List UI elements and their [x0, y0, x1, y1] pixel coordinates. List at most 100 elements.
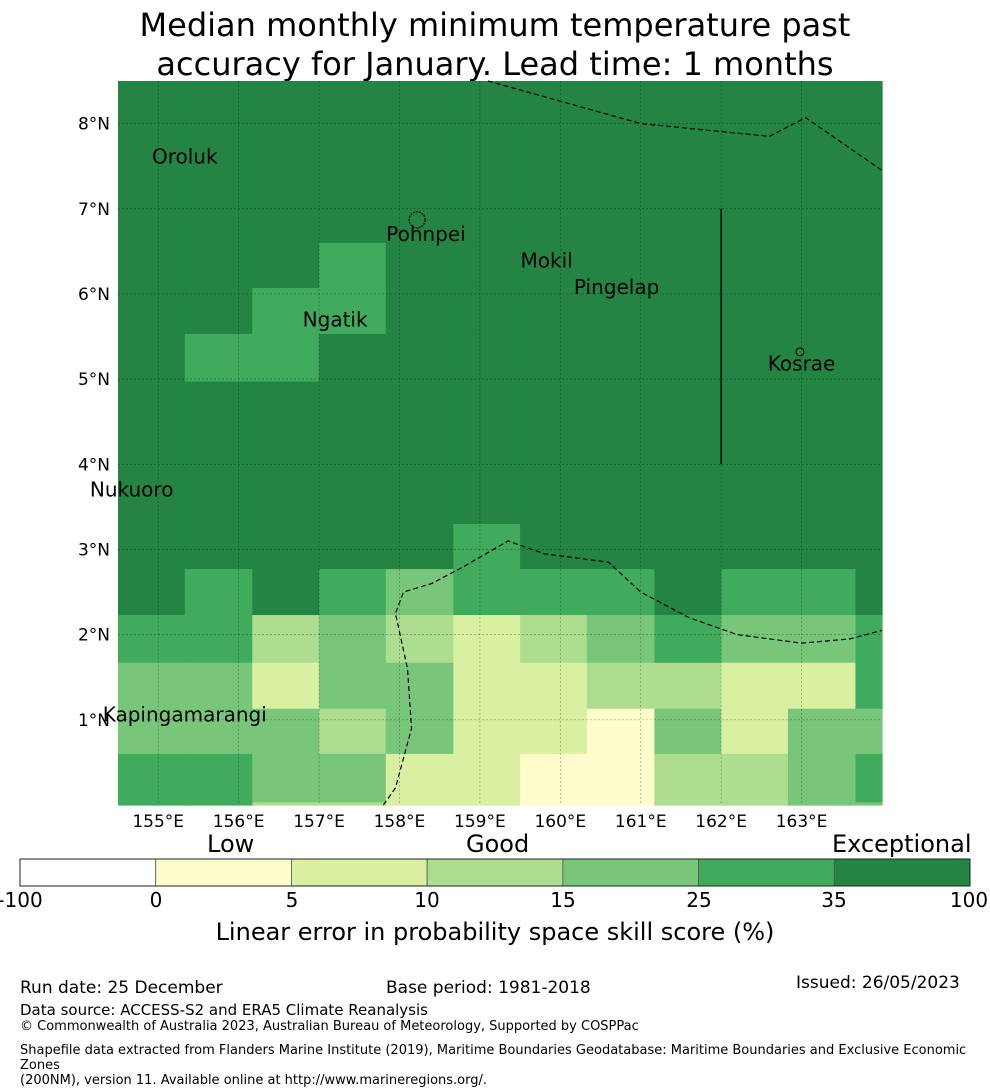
grid-cell: [787, 569, 857, 616]
grid-cell: [252, 615, 320, 664]
grid-cell: [586, 81, 656, 244]
grid-cell: [385, 287, 454, 335]
grid-cell: [855, 381, 883, 525]
grid-cell: [184, 615, 253, 664]
grid-cell: [252, 333, 320, 383]
grid-cell: [453, 569, 521, 616]
grid-cell: [520, 381, 588, 525]
grid-cell: [385, 662, 454, 710]
grid-cell: [252, 242, 320, 289]
lon-tick-label: 158°E: [374, 812, 426, 832]
grid-cell: [654, 615, 722, 664]
map-title: Median monthly minimum temperature past …: [0, 6, 990, 84]
grid-cell: [118, 523, 186, 570]
grid-cell: [586, 753, 656, 804]
colorbar-tick: 100: [949, 888, 989, 912]
colorbar-frame: [19, 858, 971, 887]
grid-cell: [118, 708, 186, 755]
place-label: Kosrae: [768, 352, 836, 376]
grid-cell: [787, 753, 857, 804]
grid-cell: [855, 708, 883, 755]
grid-cell: [184, 569, 253, 616]
eez-boundary-line: [382, 540, 883, 806]
grid-cell: [721, 569, 789, 616]
grid-cell: [252, 802, 320, 806]
lon-tick-label: 160°E: [534, 812, 586, 832]
grid-cell: [787, 662, 857, 710]
grid-cell: [118, 381, 186, 525]
data-source: Data source: ACCESS-S2 and ERA5 Climate …: [20, 1001, 428, 1019]
colorbar-tick: 0: [149, 888, 163, 912]
grid-cell: [586, 662, 656, 710]
grid-cell: [184, 708, 253, 755]
lon-tick-label: 163°E: [776, 812, 828, 832]
lat-tick-label: 5°N: [78, 370, 110, 390]
grid-cell: [721, 81, 789, 244]
grid-cell: [118, 753, 186, 804]
grid-cell: [855, 753, 883, 804]
grid-cell: [118, 333, 186, 383]
grid-cell: [855, 569, 883, 616]
grid-cell: [520, 708, 588, 755]
grid-cell: [855, 662, 883, 710]
lat-tick-label: 8°N: [78, 115, 110, 135]
grid-cell: [787, 287, 857, 335]
map-title-line2: accuracy for January. Lead time: 1 month…: [156, 45, 834, 83]
grid-cell: [586, 287, 656, 335]
grid-cell: [520, 569, 588, 616]
place-label: Pohnpei: [386, 222, 466, 246]
grid-cell: [453, 287, 521, 335]
grid-cell: [721, 381, 789, 525]
lat-tick-label: 7°N: [78, 200, 110, 220]
place-label: Ngatik: [303, 307, 368, 331]
grid-cell: [654, 802, 722, 806]
grid-cell: [252, 381, 320, 525]
grid-cell: [654, 753, 722, 804]
lon-tick-label: 162°E: [695, 812, 747, 832]
grid-cell: [319, 81, 387, 244]
grid-cell: [385, 523, 454, 570]
issued-date: Issued: 26/05/2023: [796, 973, 960, 993]
lat-tick-label: 2°N: [78, 626, 110, 646]
colorbar-segment: [155, 858, 292, 887]
grid-cell: [520, 662, 588, 710]
grid-cell: [787, 708, 857, 755]
grid-cell: [252, 81, 320, 244]
grid-cell: [252, 753, 320, 804]
grid-cell: [453, 662, 521, 710]
grid-cell: [319, 569, 387, 616]
colorbar-segment: [426, 858, 564, 887]
grid-cell: [319, 333, 387, 383]
grid-cell: [319, 708, 387, 755]
grid-cell: [586, 523, 656, 570]
grid-cell: [184, 287, 253, 335]
island-outline: [795, 347, 805, 357]
grid-cell: [453, 523, 521, 570]
place-label: Kapingamarangi: [103, 703, 267, 727]
grid-cell: [586, 333, 656, 383]
grid-cell: [385, 569, 454, 616]
grid-cell: [721, 615, 789, 664]
lat-tick-label: 3°N: [78, 540, 110, 560]
lon-tick-label: 161°E: [615, 812, 667, 832]
colorbar-segment: [19, 858, 157, 887]
colorbar-tick: 35: [821, 888, 847, 912]
lon-tick-label: 159°E: [454, 812, 506, 832]
grid-cell: [520, 802, 588, 806]
grid-cell: [520, 615, 588, 664]
lon-tick-label: 155°E: [132, 812, 184, 832]
grid-cell: [385, 81, 454, 244]
grid-cell: [184, 662, 253, 710]
grid-cell: [453, 753, 521, 804]
grid-cell: [855, 523, 883, 570]
category-label-exceptional: Exceptional: [832, 830, 972, 858]
grid-cell: [654, 287, 722, 335]
grid-cell: [654, 569, 722, 616]
grid-cell: [385, 333, 454, 383]
lon-tick-label: 156°E: [213, 812, 265, 832]
grid-cell: [319, 615, 387, 664]
grid-cell: [721, 662, 789, 710]
grid-cell: [319, 381, 387, 525]
grid-cell: [855, 615, 883, 664]
grid-cell: [855, 287, 883, 335]
